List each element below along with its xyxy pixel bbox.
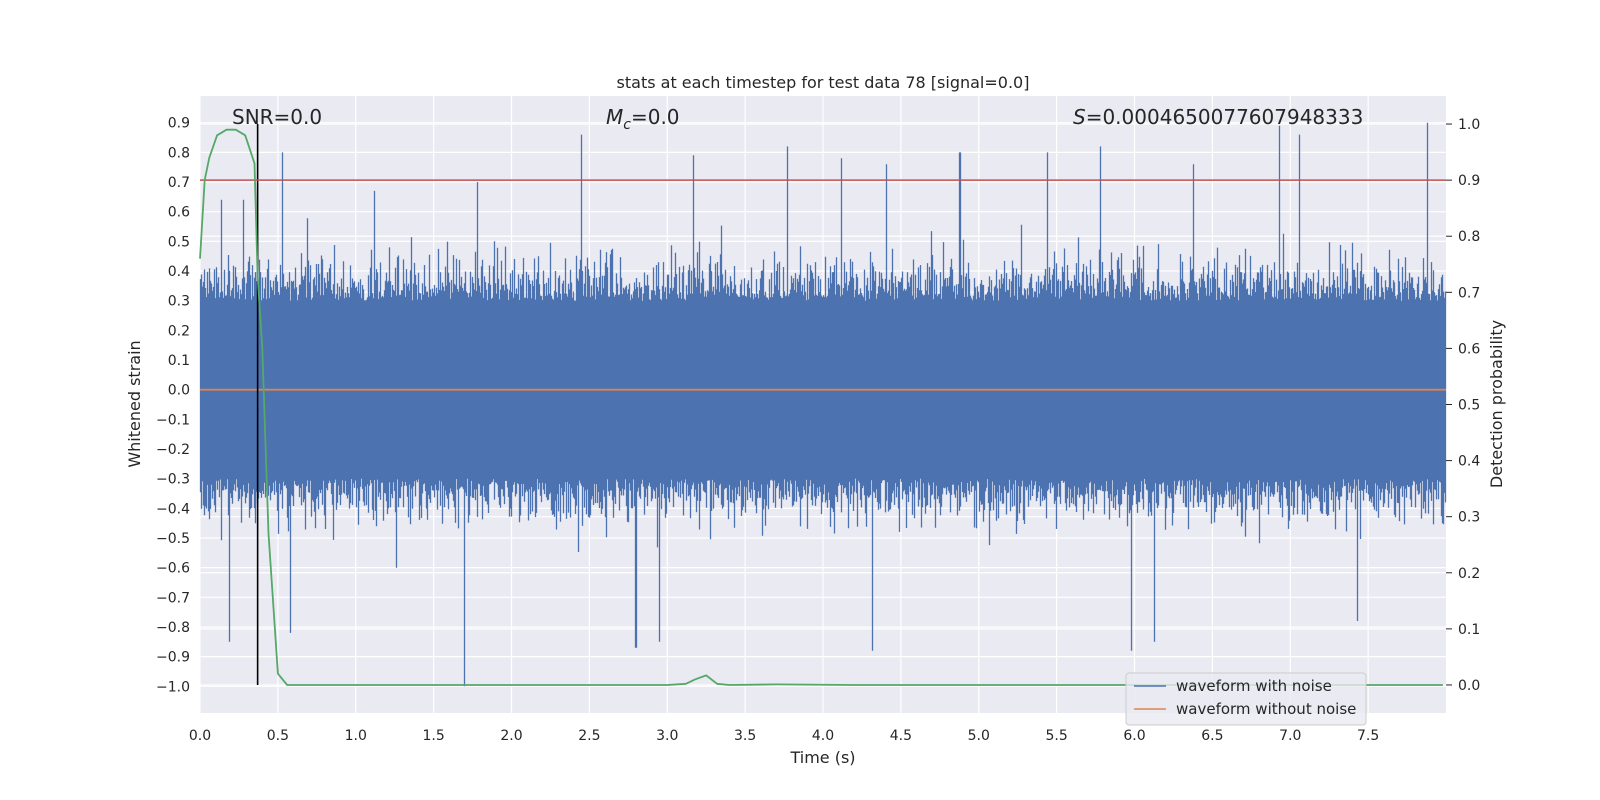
- y-tick-label-left: −0.9: [156, 650, 190, 666]
- legend-label-clean: waveform without noise: [1176, 700, 1356, 718]
- annotation-snr: SNR=0.0: [232, 105, 322, 129]
- y-tick-label-left: 0.3: [168, 294, 190, 310]
- annotation-chirp-mass: Mc=0.0: [606, 105, 680, 133]
- y-tick-label-right: 0.2: [1458, 566, 1480, 582]
- s-value: =0.0004650077607948333: [1086, 105, 1364, 129]
- x-tick-label: 2.0: [500, 728, 522, 744]
- legend: waveform with noise waveform without noi…: [1125, 672, 1367, 726]
- x-tick-label: 2.5: [578, 728, 600, 744]
- x-tick-label: 1.0: [345, 728, 367, 744]
- y-tick-label-right: 0.6: [1458, 341, 1480, 357]
- annotation-s: S=0.0004650077607948333: [1073, 105, 1363, 129]
- chirp-mass-subscript: c: [623, 117, 631, 133]
- x-tick-label: 6.0: [1123, 728, 1145, 744]
- y-tick-label-left: 0.5: [168, 234, 190, 250]
- chirp-mass-value: =0.0: [631, 105, 680, 129]
- y-tick-label-right: 1.0: [1458, 117, 1480, 133]
- x-tick-label: 1.5: [422, 728, 444, 744]
- x-tick-label: 6.5: [1201, 728, 1223, 744]
- chart-title: stats at each timestep for test data 78 …: [617, 73, 1030, 92]
- x-tick-label: 7.0: [1279, 728, 1301, 744]
- x-tick-label: 5.5: [1045, 728, 1067, 744]
- y-tick-label-right: 0.9: [1458, 173, 1480, 189]
- y-tick-label-left: −0.7: [156, 590, 190, 606]
- legend-label-noise: waveform with noise: [1176, 677, 1332, 695]
- x-tick-label: 4.5: [890, 728, 912, 744]
- y-tick-label-left: 0.6: [168, 205, 190, 221]
- x-tick-label: 7.5: [1357, 728, 1379, 744]
- y-tick-label-right: 0.0: [1458, 678, 1480, 694]
- legend-box: [1125, 672, 1367, 726]
- ticks: 0.0 0.5 1.0 1.5 2.0 2.5 3.0 3.5 4.0 4.5 5.0 5.5 6.0 6…: [156, 116, 1480, 744]
- y-tick-label-right: 0.5: [1458, 398, 1480, 414]
- y-axis-label-right: Detection probability: [1487, 320, 1506, 488]
- y-tick-label-left: −0.1: [156, 412, 190, 428]
- x-tick-label: 0.0: [189, 728, 211, 744]
- x-tick-label: 3.5: [734, 728, 756, 744]
- x-tick-label: 3.0: [656, 728, 678, 744]
- y-tick-label-left: −0.5: [156, 531, 190, 547]
- y-tick-label-left: 0.2: [168, 323, 190, 339]
- y-tick-label-left: 0.0: [168, 383, 190, 399]
- y-tick-label-left: 0.1: [168, 353, 190, 369]
- y-tick-label-left: −0.8: [156, 620, 190, 636]
- y-tick-label-left: 0.4: [168, 264, 190, 280]
- y-tick-label-left: 0.9: [168, 116, 190, 132]
- y-tick-label-left: −0.6: [156, 561, 190, 577]
- x-tick-label: 4.0: [812, 728, 834, 744]
- x-axis-label: Time (s): [789, 748, 855, 767]
- y-axis-label-left: Whitened strain: [125, 340, 144, 467]
- y-tick-label-right: 0.1: [1458, 622, 1480, 638]
- line-series: [199, 124, 1446, 686]
- y-tick-label-left: −0.4: [156, 501, 190, 517]
- x-tick-label: 0.5: [267, 728, 289, 744]
- y-tick-label-right: 0.8: [1458, 229, 1480, 245]
- y-tick-label-right: 0.7: [1458, 285, 1480, 301]
- s-symbol: S: [1073, 105, 1086, 129]
- y-tick-label-right: 0.4: [1458, 454, 1480, 470]
- x-tick-label: 5.0: [968, 728, 990, 744]
- detection-probability-line: [199, 128, 1443, 686]
- y-tick-label-left: 0.7: [168, 175, 190, 191]
- y-tick-label-left: −0.2: [156, 442, 190, 458]
- y-tick-label-left: 0.8: [168, 145, 190, 161]
- y-tick-label-left: −1.0: [156, 679, 190, 695]
- y-tick-label-right: 0.3: [1458, 510, 1480, 526]
- y-tick-label-left: −0.3: [156, 472, 190, 488]
- chirp-mass-symbol: M: [606, 105, 623, 129]
